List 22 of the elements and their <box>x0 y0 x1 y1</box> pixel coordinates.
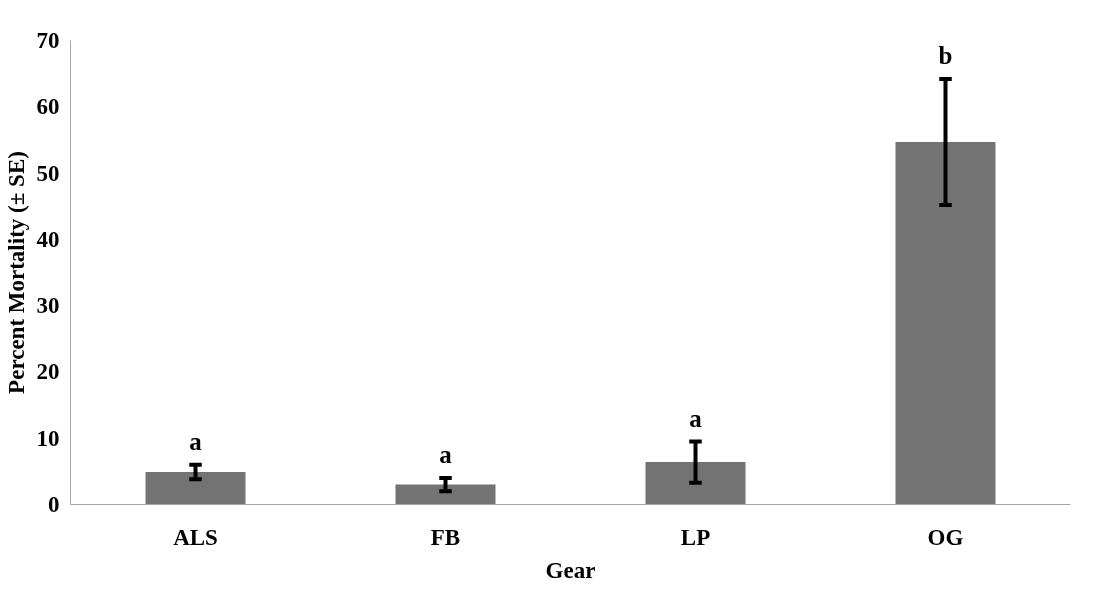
y-tick-label: 70 <box>36 28 60 53</box>
annotation: b <box>938 41 953 69</box>
bar <box>395 484 496 505</box>
annotation: a <box>189 427 203 455</box>
bar <box>645 462 746 505</box>
y-tick-label: 30 <box>36 293 60 319</box>
x-tick-label: FB <box>430 524 461 550</box>
bar <box>145 472 246 505</box>
annotation: a <box>439 440 453 468</box>
annotation: a <box>689 404 703 432</box>
x-axis-title: Gear <box>545 557 596 583</box>
y-tick-label: 10 <box>36 425 60 451</box>
bar <box>895 141 996 505</box>
y-tick-label: 40 <box>36 226 60 252</box>
y-tick-label: 60 <box>36 94 60 120</box>
y-tick-label: 50 <box>36 160 60 186</box>
y-tick-label: 20 <box>36 359 60 385</box>
x-tick-label: ALS <box>173 524 218 550</box>
y-axis-title: Percent Mortality (± SE) <box>3 151 29 394</box>
x-tick-label: OG <box>927 524 964 550</box>
x-tick-label: LP <box>680 524 711 550</box>
y-tick-label: 0 <box>48 492 60 517</box>
